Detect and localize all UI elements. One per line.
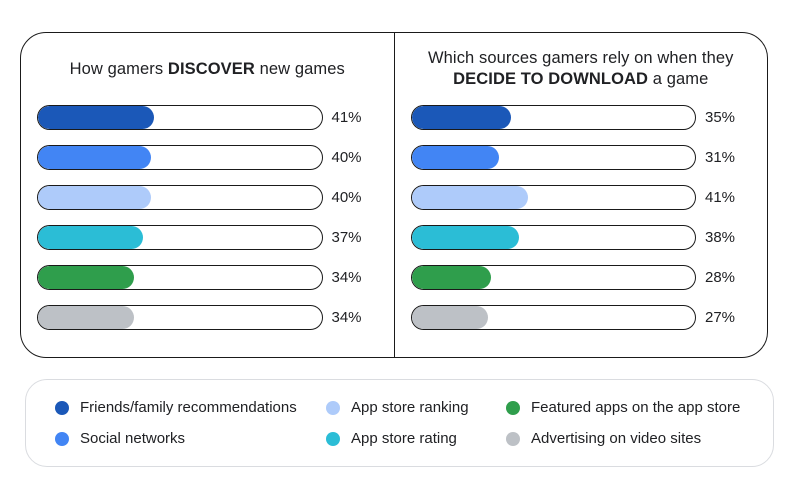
bar-fill xyxy=(411,306,489,329)
bar-row: 37% xyxy=(37,225,380,250)
legend-label: Friends/family recommendations xyxy=(80,399,297,416)
bar-track xyxy=(37,305,323,330)
legend-label: App store ranking xyxy=(351,399,469,416)
title-text: How gamers xyxy=(69,59,168,78)
title-text: a game xyxy=(648,70,709,88)
bars-decide-to-download: 35% 31% 41% 38% 28% 27% xyxy=(395,95,768,330)
bar-fill xyxy=(411,106,511,129)
legend-item: Advertising on video sites xyxy=(506,430,757,447)
legend-item: Friends/family recommendations xyxy=(55,399,326,416)
bar-value-label: 41% xyxy=(705,189,736,206)
bar-fill xyxy=(411,186,528,209)
bars-discover: 41% 40% 40% 37% 34% 34% xyxy=(21,95,394,330)
bar-row: 27% xyxy=(410,305,754,330)
bar-value-label: 38% xyxy=(705,229,736,246)
bar-row: 41% xyxy=(37,105,380,130)
legend-swatch xyxy=(55,400,69,415)
bar-value-label: 27% xyxy=(705,309,736,326)
bar-track xyxy=(410,225,696,250)
legend-label: Social networks xyxy=(80,430,186,447)
bar-track xyxy=(37,105,323,130)
bar-row: 41% xyxy=(410,185,754,210)
bar-row: 35% xyxy=(410,105,754,130)
legend-item: Social networks xyxy=(55,430,326,447)
bar-track xyxy=(410,105,696,130)
bar-fill xyxy=(411,266,491,289)
bar-track xyxy=(37,265,323,290)
bar-value-label: 34% xyxy=(331,269,362,286)
bar-track xyxy=(37,145,323,170)
bar-fill xyxy=(38,226,143,249)
bar-value-label: 35% xyxy=(705,109,736,126)
title-line: Which sources gamers rely on when they xyxy=(428,48,734,69)
legend-label: App store rating xyxy=(351,430,457,447)
panel-title-decide-to-download: Which sources gamers rely on when they D… xyxy=(395,43,768,95)
bar-value-label: 31% xyxy=(705,149,736,166)
bar-fill xyxy=(38,186,152,209)
chart-card: How gamers DISCOVER new games 41% 40% 40% 3… xyxy=(20,32,768,358)
legend-swatch xyxy=(506,400,520,415)
panel-decide-to-download: Which sources gamers rely on when they D… xyxy=(393,33,768,357)
bar-row: 40% xyxy=(37,145,380,170)
bar-track xyxy=(410,265,696,290)
bar-track xyxy=(410,305,696,330)
legend-item: Featured apps on the app store xyxy=(506,399,757,416)
title-text: new games xyxy=(254,59,345,78)
title-bold-text: DECIDE TO DOWNLOAD xyxy=(453,70,649,88)
bar-fill xyxy=(411,226,520,249)
bar-fill xyxy=(38,106,155,129)
legend-item: App store ranking xyxy=(326,399,506,416)
bar-row: 34% xyxy=(37,265,380,290)
bar-fill xyxy=(38,146,152,169)
bar-value-label: 41% xyxy=(331,109,362,126)
legend: Friends/family recommendations App store … xyxy=(25,379,774,467)
bar-track xyxy=(37,185,323,210)
legend-label: Advertising on video sites xyxy=(531,430,702,447)
legend-label: Featured apps on the app store xyxy=(531,399,741,416)
legend-swatch xyxy=(506,431,520,446)
legend-swatch xyxy=(326,431,340,446)
legend-swatch xyxy=(55,431,69,446)
bar-value-label: 40% xyxy=(331,149,362,166)
bar-track xyxy=(37,225,323,250)
bar-fill xyxy=(38,266,135,289)
bar-row: 31% xyxy=(410,145,754,170)
bar-row: 28% xyxy=(410,265,754,290)
bar-value-label: 37% xyxy=(331,229,362,246)
bar-track xyxy=(410,145,696,170)
bar-row: 40% xyxy=(37,185,380,210)
bar-value-label: 34% xyxy=(331,309,362,326)
title-line: DECIDE TO DOWNLOAD a game xyxy=(453,69,708,90)
bar-value-label: 28% xyxy=(705,269,736,286)
bar-track xyxy=(410,185,696,210)
bar-value-label: 40% xyxy=(331,189,362,206)
bar-fill xyxy=(38,306,135,329)
title-line: How gamers DISCOVER new games xyxy=(70,59,345,80)
legend-item: App store rating xyxy=(326,430,506,447)
panel-discover: How gamers DISCOVER new games 41% 40% 40% 3… xyxy=(21,33,394,357)
title-bold-text: DISCOVER xyxy=(167,59,255,78)
bar-fill xyxy=(411,146,500,169)
bar-row: 38% xyxy=(410,225,754,250)
title-text: Which sources gamers rely on when they xyxy=(427,49,734,67)
bar-row: 34% xyxy=(37,305,380,330)
panel-title-discover: How gamers DISCOVER new games xyxy=(21,43,394,95)
legend-swatch xyxy=(326,400,340,415)
